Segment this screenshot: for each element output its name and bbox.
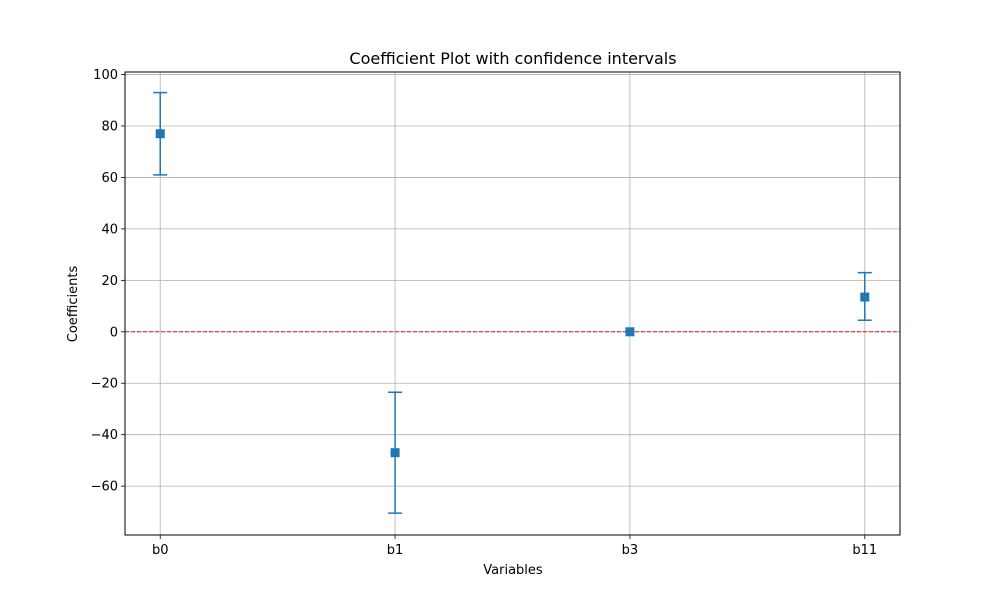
coefficient-marker (625, 327, 635, 337)
x-axis-ticks: b0 b1 b3 b11 (152, 535, 877, 558)
data-layer (153, 91, 872, 514)
y-tick-label: 100 (93, 68, 118, 83)
coefficient-marker (390, 448, 400, 458)
chart-title: Coefficient Plot with confidence interva… (349, 49, 676, 68)
y-tick-label: 20 (101, 274, 118, 289)
y-tick-label: 80 (101, 120, 118, 135)
coefficient-marker (860, 292, 870, 302)
y-axis-ticks: −60 −40 −20 0 20 40 60 80 100 (91, 68, 125, 495)
plot-area-frame (124, 71, 901, 536)
coefficient-b11 (857, 271, 872, 321)
y-tick-label: −40 (91, 428, 118, 443)
y-tick-label: 60 (101, 171, 118, 186)
x-tick-label: b11 (852, 543, 877, 558)
x-tick-label: b0 (152, 543, 169, 558)
coefficient-b0 (153, 91, 168, 176)
y-axis-label: Coefficients (66, 266, 81, 343)
y-tick-label: −20 (91, 377, 118, 392)
y-tick-label: −60 (91, 480, 118, 495)
x-tick-label: b3 (622, 543, 639, 558)
coefficient-b1 (388, 391, 403, 514)
y-tick-label: 0 (110, 325, 118, 340)
coefficient-b3 (625, 327, 635, 337)
x-axis-label: Variables (483, 563, 543, 578)
coefficient-marker (155, 129, 165, 139)
x-tick-label: b1 (387, 543, 404, 558)
y-tick-label: 40 (101, 222, 118, 237)
